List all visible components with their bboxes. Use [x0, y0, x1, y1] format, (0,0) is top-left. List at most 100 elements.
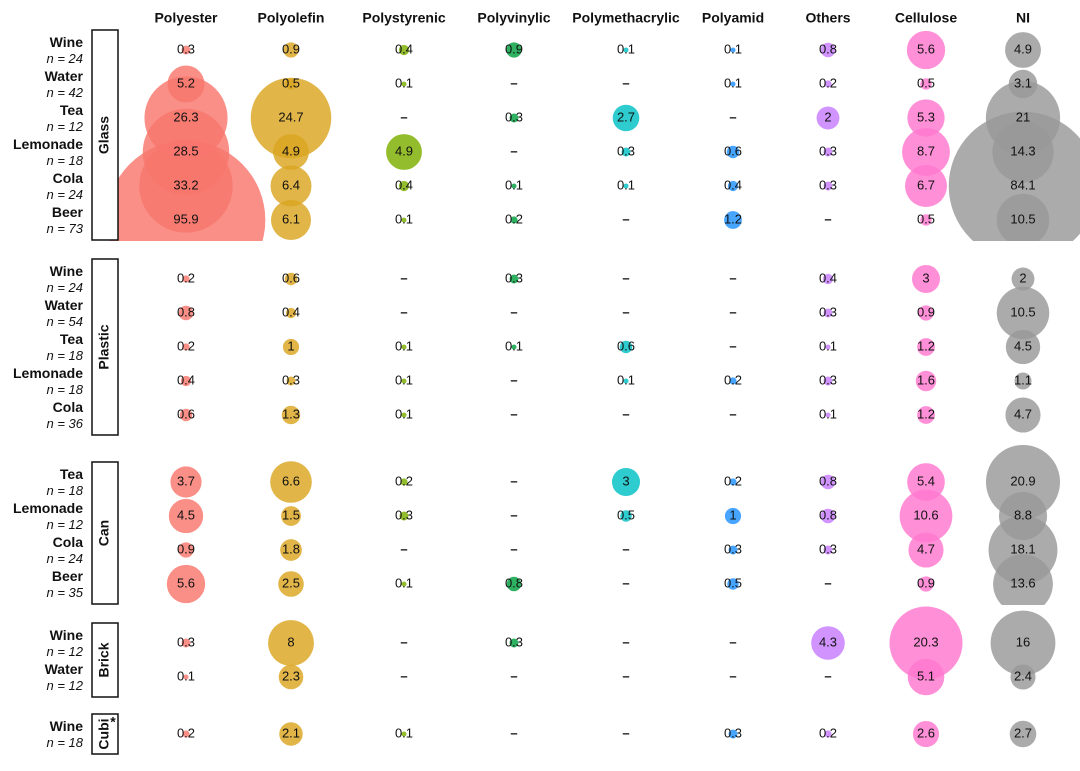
- row-sample-size: n = 24: [46, 280, 83, 295]
- cell-value: –: [824, 668, 831, 683]
- cell-value: 28.5: [173, 143, 198, 158]
- bubble-polystyrenic: [398, 44, 410, 56]
- bubble-ni: [1011, 267, 1035, 291]
- cell-value: 0.1: [395, 725, 413, 740]
- cell-value: 8: [287, 634, 294, 649]
- bubble-ni: [1005, 397, 1041, 433]
- cell-value: 4.5: [1014, 338, 1032, 353]
- cell-value: 0.1: [617, 177, 635, 192]
- bubble-others: [820, 508, 836, 524]
- cell-value: 1: [287, 338, 294, 353]
- cell-value: 4.5: [177, 507, 195, 522]
- bubble-ni: [985, 444, 1061, 520]
- cell-value: 0.8: [819, 473, 837, 488]
- bubble-polyolefin: [278, 664, 304, 690]
- bubble-polyester: [178, 542, 194, 558]
- cell-value: 0.2: [819, 75, 837, 90]
- cell-value: 2.7: [1014, 725, 1032, 740]
- bubble-polymethacrylic: [623, 183, 629, 189]
- bubble-polystyrenic: [401, 378, 407, 384]
- bubble-polyolefin: [268, 620, 314, 666]
- bubble-polyamid: [729, 478, 737, 486]
- cell-value: 0.1: [395, 575, 413, 590]
- row-beverage-label: Tea: [60, 102, 83, 118]
- bubble-polyester: [183, 674, 189, 680]
- row-beverage-label: Cola: [53, 399, 84, 415]
- row-beverage-label: Cola: [53, 170, 84, 186]
- cell-value: –: [510, 473, 517, 488]
- bubble-polyvinylic: [509, 274, 519, 284]
- bubble-polyvinylic: [510, 216, 518, 224]
- bubble-polyvinylic: [509, 113, 519, 123]
- cell-value: 0.5: [282, 75, 300, 90]
- bubble-cellulose: [915, 370, 937, 392]
- cell-value: 0.9: [505, 41, 523, 56]
- cell-value: 13.6: [1010, 575, 1035, 590]
- cell-value: –: [622, 270, 629, 285]
- cell-value: 0.1: [395, 75, 413, 90]
- cell-value: 0.4: [724, 177, 742, 192]
- group-label-can: Can: [96, 520, 112, 546]
- bubble-others: [823, 181, 833, 191]
- cell-value: 4.9: [1014, 41, 1032, 56]
- cell-value: 0.9: [917, 575, 935, 590]
- cell-value: 3.7: [177, 473, 195, 488]
- column-header-polyester: Polyester: [154, 10, 218, 26]
- bubble-polyester: [182, 343, 190, 351]
- cell-value: 8.8: [1014, 507, 1032, 522]
- cell-value: –: [510, 725, 517, 740]
- bubble-polyester: [168, 498, 204, 534]
- bubble-polystyrenic: [399, 511, 409, 521]
- bubble-polyamid: [727, 180, 739, 192]
- bubble-polyamid: [729, 377, 737, 385]
- bubble-others: [822, 273, 834, 285]
- cell-value: –: [622, 304, 629, 319]
- cell-value: 0.3: [724, 541, 742, 556]
- group-bubbles-can: [166, 444, 1061, 605]
- cell-value: 0.3: [505, 270, 523, 285]
- bubble-polystyrenic: [401, 344, 407, 350]
- bubble-cellulose: [899, 489, 953, 543]
- bubble-polyester: [181, 45, 191, 55]
- cell-value: 0.1: [819, 338, 837, 353]
- cell-value: 6.7: [917, 177, 935, 192]
- cell-value: 5.6: [917, 41, 935, 56]
- group-label-glass: Glass: [96, 116, 112, 154]
- cell-value: 0.3: [819, 372, 837, 387]
- bubble-ni: [1009, 720, 1037, 748]
- row-beverage-label: Water: [45, 297, 84, 313]
- cell-value: –: [400, 270, 407, 285]
- cell-value: 0.3: [177, 634, 195, 649]
- bubble-cellulose: [920, 78, 932, 90]
- cell-value: 0.8: [819, 41, 837, 56]
- cell-value: 3.1: [1014, 75, 1032, 90]
- bubble-polystyrenic: [386, 134, 422, 170]
- cell-value: 0.3: [819, 304, 837, 319]
- bubble-cellulose: [917, 406, 935, 424]
- row-beverage-label: Lemonade: [13, 500, 83, 516]
- bubble-cellulose: [906, 30, 946, 70]
- cell-value: 1.2: [724, 211, 742, 226]
- column-header-polymethacrylic: Polymethacrylic: [572, 10, 680, 26]
- bubble-cellulose: [908, 532, 944, 568]
- cell-value: 0.1: [505, 177, 523, 192]
- cell-value: –: [729, 270, 736, 285]
- cell-value: 3: [922, 270, 929, 285]
- bubble-cellulose: [902, 128, 950, 176]
- bubble-polyvinylic: [506, 576, 522, 592]
- bubble-ni: [996, 193, 1050, 241]
- cell-value: 0.4: [819, 270, 837, 285]
- cell-value: 10.5: [1010, 211, 1035, 226]
- bubble-others: [811, 626, 845, 660]
- group-box-brick: [91, 622, 119, 698]
- cell-value: 0.1: [177, 668, 195, 683]
- cell-value: 1.2: [917, 406, 935, 421]
- bubble-polymethacrylic: [623, 378, 629, 384]
- cell-value: 0.4: [177, 372, 195, 387]
- bubble-cellulose: [907, 99, 945, 137]
- cell-value: –: [622, 575, 629, 590]
- bubble-cellulose: [912, 720, 940, 748]
- row-sample-size: n = 12: [46, 678, 83, 693]
- cell-value: 0.8: [819, 507, 837, 522]
